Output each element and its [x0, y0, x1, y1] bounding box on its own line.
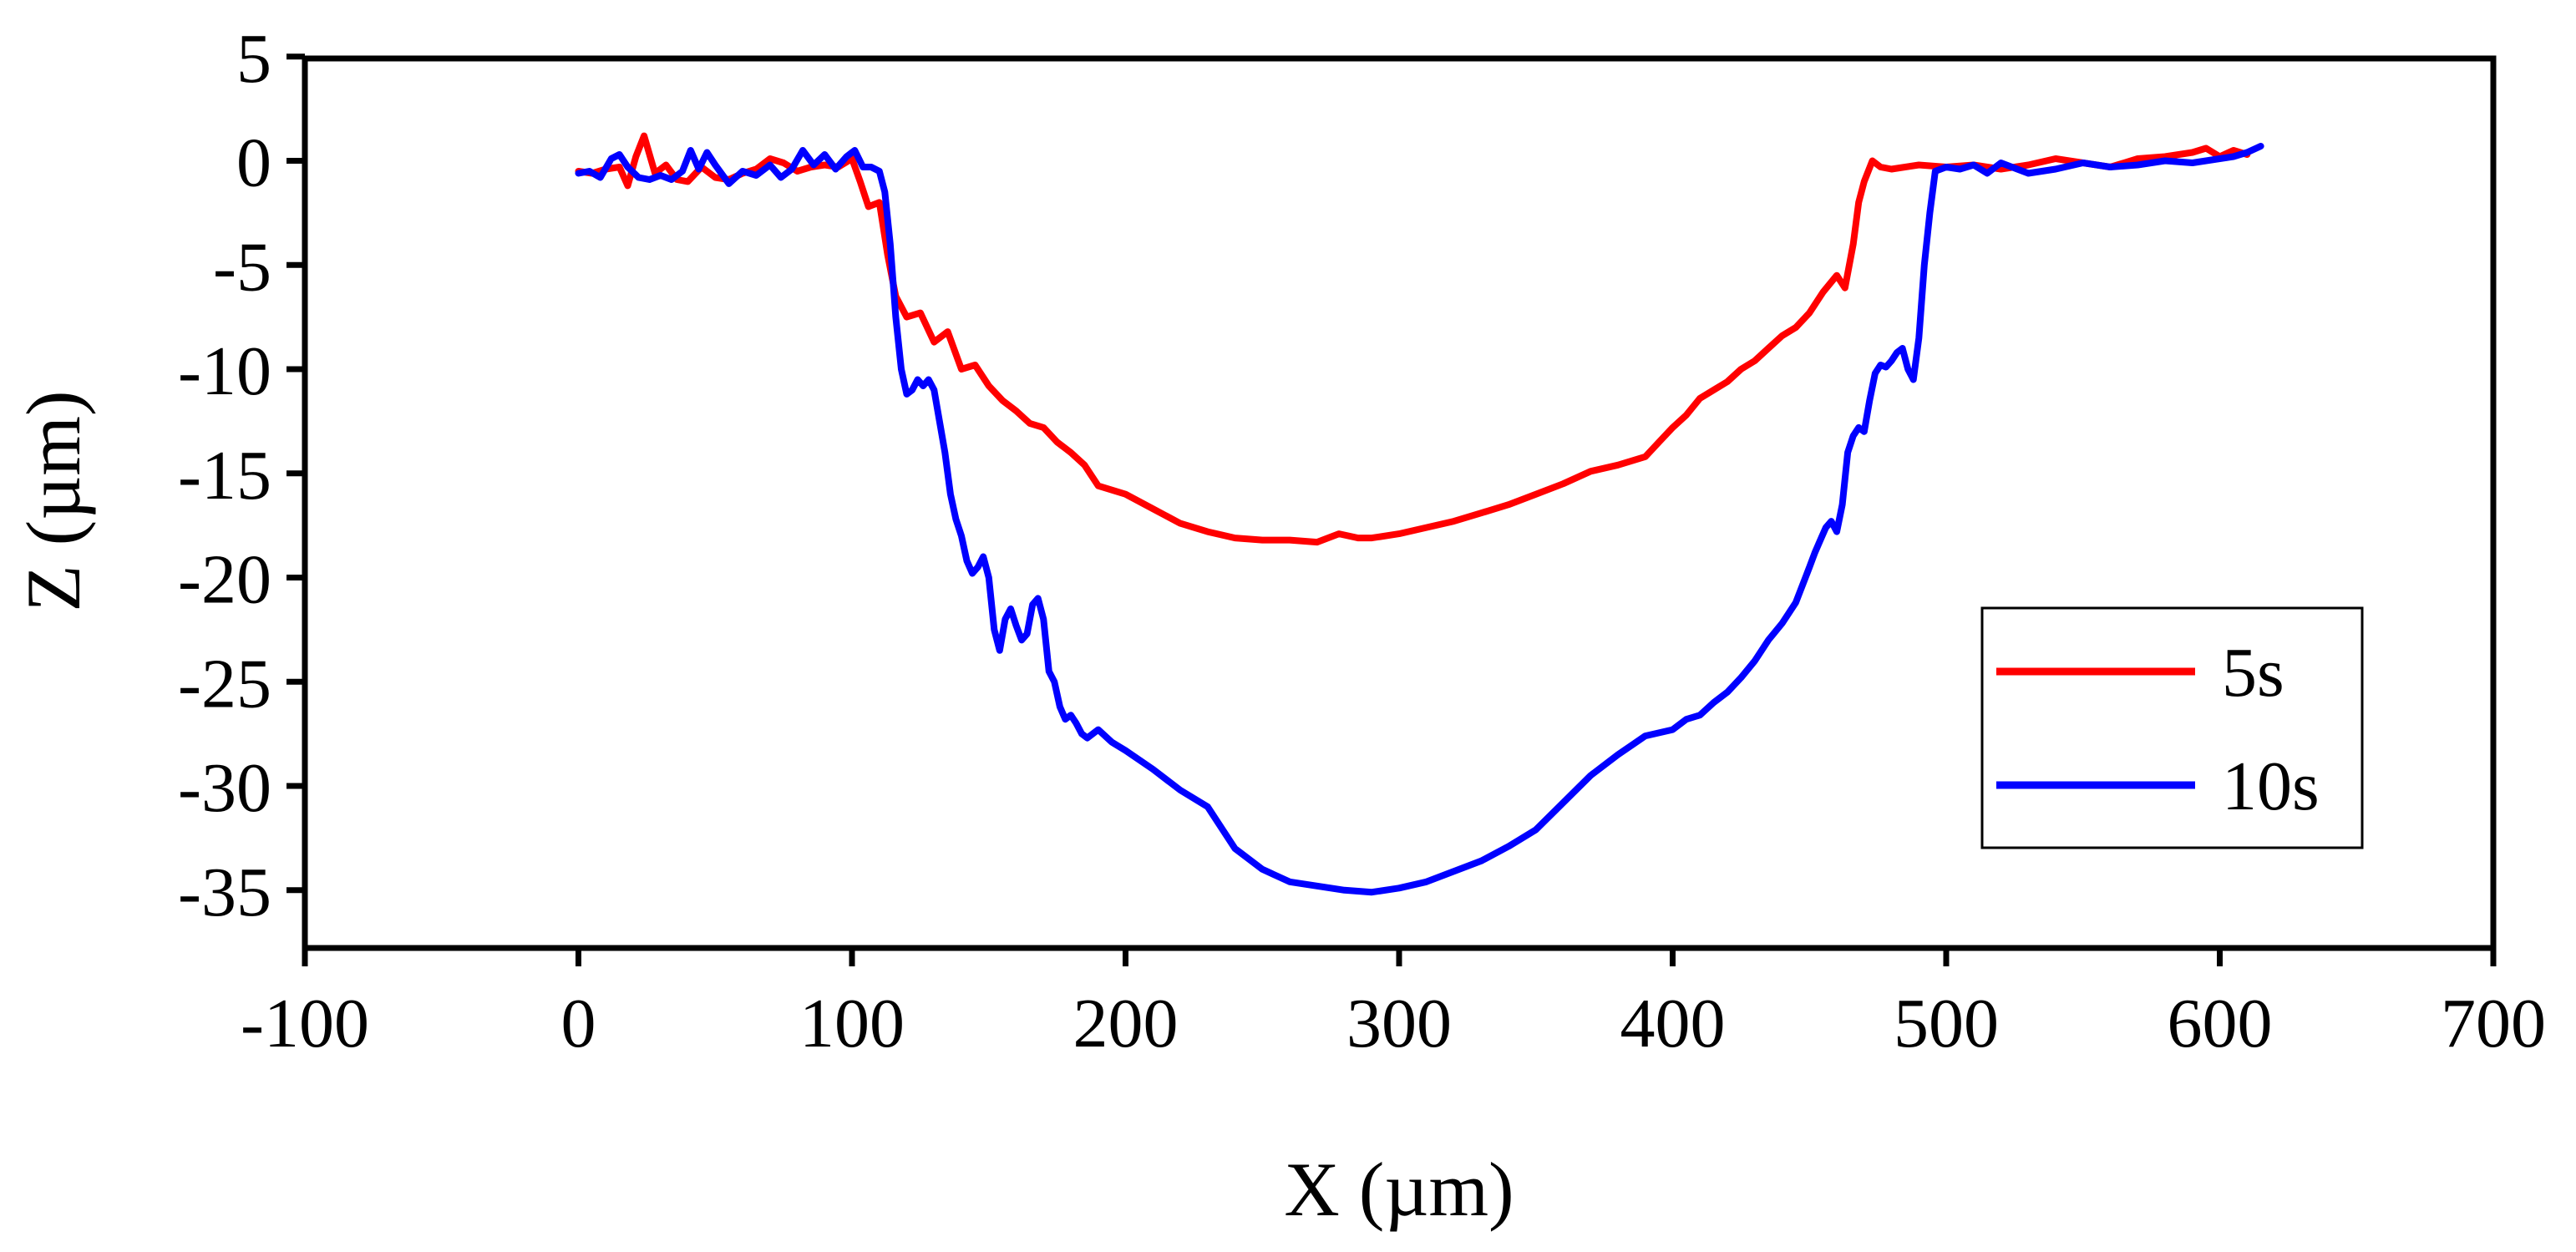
x-tick-label: 300	[1346, 985, 1452, 1062]
x-axis-title: X (µm)	[1284, 1147, 1514, 1232]
x-tick-label: 100	[799, 985, 905, 1062]
x-tick-label: 500	[1894, 985, 1999, 1062]
legend: 5s 10s	[1980, 606, 2364, 849]
y-tick-label: 0	[236, 124, 271, 202]
x-tick-label: 200	[1073, 985, 1179, 1062]
tick-layer	[287, 53, 2497, 966]
x-tick-label: -100	[241, 985, 369, 1062]
y-tick-label: -5	[213, 228, 271, 306]
tick-label-layer: -100 0 100 200 300 400 500 600 700 5 0 -5 -10 -15 -20 -…	[178, 20, 2546, 1062]
legend-label-10s: 10s	[2222, 748, 2320, 825]
y-tick-label: -35	[178, 854, 271, 931]
y-tick-label: -25	[178, 645, 271, 722]
series-line-5s	[575, 132, 2251, 546]
series-line-10s	[575, 143, 2264, 896]
legend-label-5s: 5s	[2222, 634, 2284, 712]
series-layer	[575, 132, 2264, 896]
x-tick-label: 700	[2441, 985, 2546, 1062]
y-tick-label: -15	[178, 437, 271, 514]
x-tick-label: 0	[561, 985, 596, 1062]
legend-box	[1980, 606, 2364, 849]
y-tick-label: -20	[178, 541, 271, 619]
y-tick-label: 5	[236, 20, 271, 98]
x-tick-label: 600	[2168, 985, 2273, 1062]
y-tick-label: -10	[178, 332, 271, 410]
y-axis-title: Z (µm)	[11, 390, 96, 611]
y-tick-label: -30	[178, 749, 271, 827]
x-tick-label: 400	[1620, 985, 1726, 1062]
